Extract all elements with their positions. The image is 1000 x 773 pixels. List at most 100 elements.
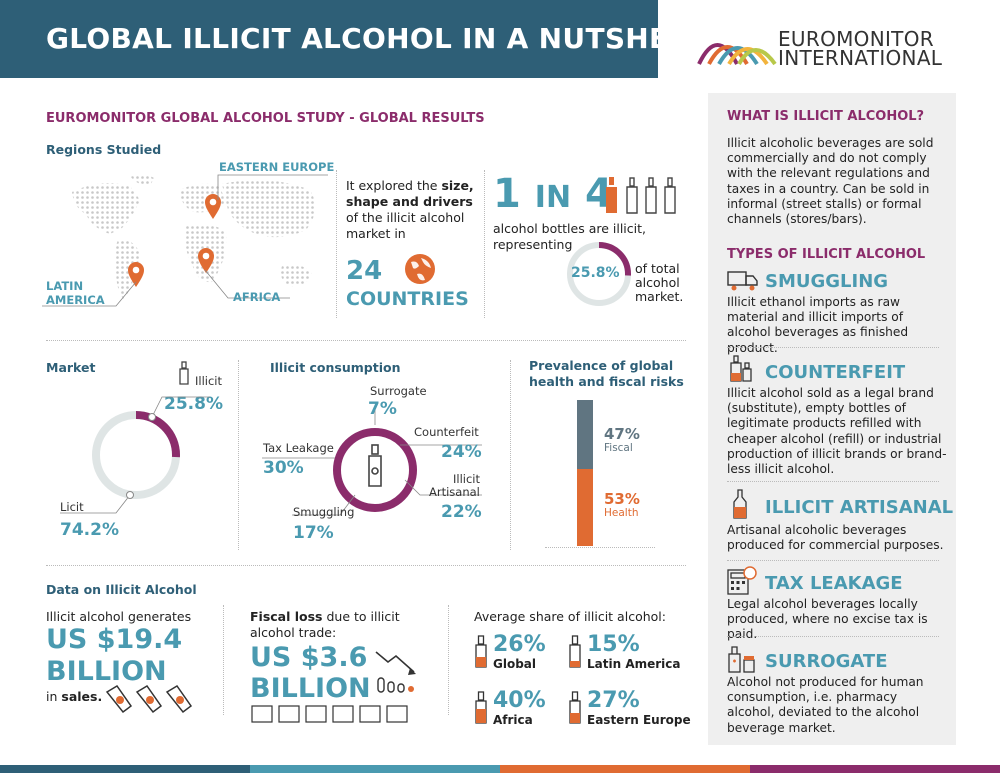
- regions-studied-label: Regions Studied: [46, 142, 162, 157]
- divider: [46, 565, 686, 566]
- divider: [727, 560, 939, 561]
- health-pct: 53%: [604, 490, 640, 508]
- prevalence-bar: [577, 400, 593, 546]
- countries-count: 24: [346, 256, 383, 286]
- types-title: TYPES OF ILLICIT ALCOHOL: [727, 247, 926, 262]
- type-artisanal-text: Artisanal alcoholic beverages produced f…: [727, 523, 944, 553]
- region-label-latin-america: LATIN: [46, 279, 84, 293]
- type-counterfeit-text: Illicit alcohol sold as a legal brand (s…: [727, 386, 947, 477]
- price-tags-icon: [105, 684, 193, 714]
- share-global-label: Global: [493, 657, 537, 671]
- market-label: Market: [46, 360, 96, 375]
- divider: [727, 636, 939, 637]
- share-latam-pct: 15%: [587, 632, 640, 657]
- footer-segment: [250, 765, 500, 773]
- footer-segment: [0, 765, 250, 773]
- divider: [46, 340, 686, 341]
- brand-name-line2: INTERNATIONAL: [778, 46, 943, 70]
- market-licit-label: Licit: [60, 500, 84, 514]
- data-section-label: Data on Illicit Alcohol: [46, 582, 197, 597]
- divider: [223, 605, 224, 715]
- prevalence-title-2: health and fiscal risks: [529, 374, 684, 389]
- share-eastern-europe-label: Eastern Europe: [587, 713, 691, 727]
- share-latam-label: Latin America: [587, 657, 681, 671]
- divider: [238, 360, 239, 550]
- divider: [545, 547, 655, 548]
- study-title: EUROMONITOR GLOBAL ALCOHOL STUDY - GLOBA…: [46, 111, 485, 126]
- share-africa-pct: 40%: [493, 688, 546, 713]
- tax-leakage-pct: 30%: [263, 458, 304, 478]
- bottles-text: alcohol bottles are illicit, representin…: [493, 221, 647, 252]
- footer-color-bar: [0, 765, 1000, 773]
- divider: [510, 360, 511, 550]
- tax-leakage-label: Tax Leakage: [263, 441, 334, 455]
- fiscal-bar-segment: [577, 400, 593, 469]
- illicit-consumption-label: Illicit consumption: [270, 360, 401, 375]
- map-pin-icon: [198, 248, 214, 273]
- counterfeit-label: Counterfeit: [414, 425, 479, 439]
- fiscal-amount-2: BILLION: [250, 673, 371, 704]
- share-eastern-europe-pct: 27%: [587, 688, 640, 713]
- counterfeit-bottles-icon: [730, 355, 752, 382]
- health-bar-segment: [577, 468, 593, 546]
- health-label: Health: [604, 507, 639, 519]
- sales-text: in sales.: [46, 689, 103, 704]
- smuggling-label: Smuggling: [293, 505, 355, 519]
- artisanal-bottle-icon: [733, 489, 747, 519]
- artisanal-pct: 22%: [441, 502, 482, 522]
- what-is-title: WHAT IS ILLICIT ALCOHOL?: [727, 109, 925, 124]
- generates-text: Illicit alcohol generates: [46, 609, 192, 624]
- divider: [727, 481, 939, 482]
- bottle-icon: [475, 635, 487, 668]
- divider: [448, 605, 449, 715]
- bottle-icon: [475, 691, 487, 724]
- market-illicit-pct: 25.8%: [164, 394, 223, 414]
- money-stacks-icon: [251, 705, 408, 723]
- truck-icon: [727, 271, 758, 291]
- avg-share-label: Average share of illicit alcohol:: [474, 609, 666, 624]
- artisanal-label-1: Illicit: [453, 472, 481, 486]
- type-counterfeit-title: COUNTERFEIT: [765, 362, 906, 383]
- bottle-icon: [569, 635, 581, 668]
- map-pin-icon: [128, 262, 144, 287]
- type-surrogate-text: Alcohol not produced for human consumpti…: [727, 675, 924, 735]
- sales-amount-2: BILLION: [46, 656, 167, 687]
- calculator-icon: [727, 566, 757, 595]
- market-licit-pct: 74.2%: [60, 520, 119, 540]
- euromonitor-logo: [697, 43, 777, 66]
- type-artisanal-title: ILLICIT ARTISANAL: [765, 497, 954, 518]
- market-donut-chart: [60, 396, 210, 514]
- consumption-leader-lines: [262, 405, 482, 516]
- region-label-eastern-europe: EASTERN EUROPE: [219, 160, 335, 174]
- footer-segment: [750, 765, 1000, 773]
- globe-icon: [405, 254, 435, 284]
- region-label-latin-america-2: AMERICA: [46, 293, 105, 307]
- bottle-icon: [569, 691, 581, 724]
- share-africa-label: Africa: [493, 713, 533, 727]
- artisanal-label-2: Artisanal: [429, 485, 480, 499]
- what-is-text: Illicit alcoholic beverages are sold com…: [727, 136, 934, 227]
- map-pin-icon: [205, 194, 221, 219]
- footer-segment: [500, 765, 750, 773]
- type-smuggling-text: Illicit ethanol imports as raw material …: [727, 295, 909, 355]
- fiscal-loss-text: Fiscal loss due to illicit alcohol trade…: [250, 609, 400, 640]
- pharmacy-bottles-icon: [728, 646, 755, 673]
- one-in-four-stat: 1 IN 4: [493, 171, 613, 217]
- brand-name: EUROMONITOR: [778, 27, 934, 51]
- bottle-icon: [179, 361, 189, 385]
- share-donut: [567, 242, 631, 306]
- share-global-pct: 26%: [493, 632, 546, 657]
- fiscal-label: Fiscal: [604, 442, 633, 454]
- header-banner: [0, 0, 658, 78]
- divider: [727, 347, 939, 348]
- type-smuggling-title: SMUGGLING: [765, 271, 889, 292]
- fiscal-pct: 47%: [604, 425, 640, 443]
- sales-amount: US $19.4: [46, 624, 183, 655]
- counterfeit-pct: 24%: [441, 442, 482, 462]
- prevalence-title: Prevalence of global: [529, 358, 674, 373]
- smuggling-pct: 17%: [293, 523, 334, 543]
- type-surrogate-title: SURROGATE: [765, 651, 888, 672]
- type-tax-leakage-title: TAX LEAKAGE: [765, 573, 903, 594]
- explored-text: It explored the size, shape and drivers …: [346, 178, 474, 241]
- share-pct: 25.8%: [571, 265, 620, 281]
